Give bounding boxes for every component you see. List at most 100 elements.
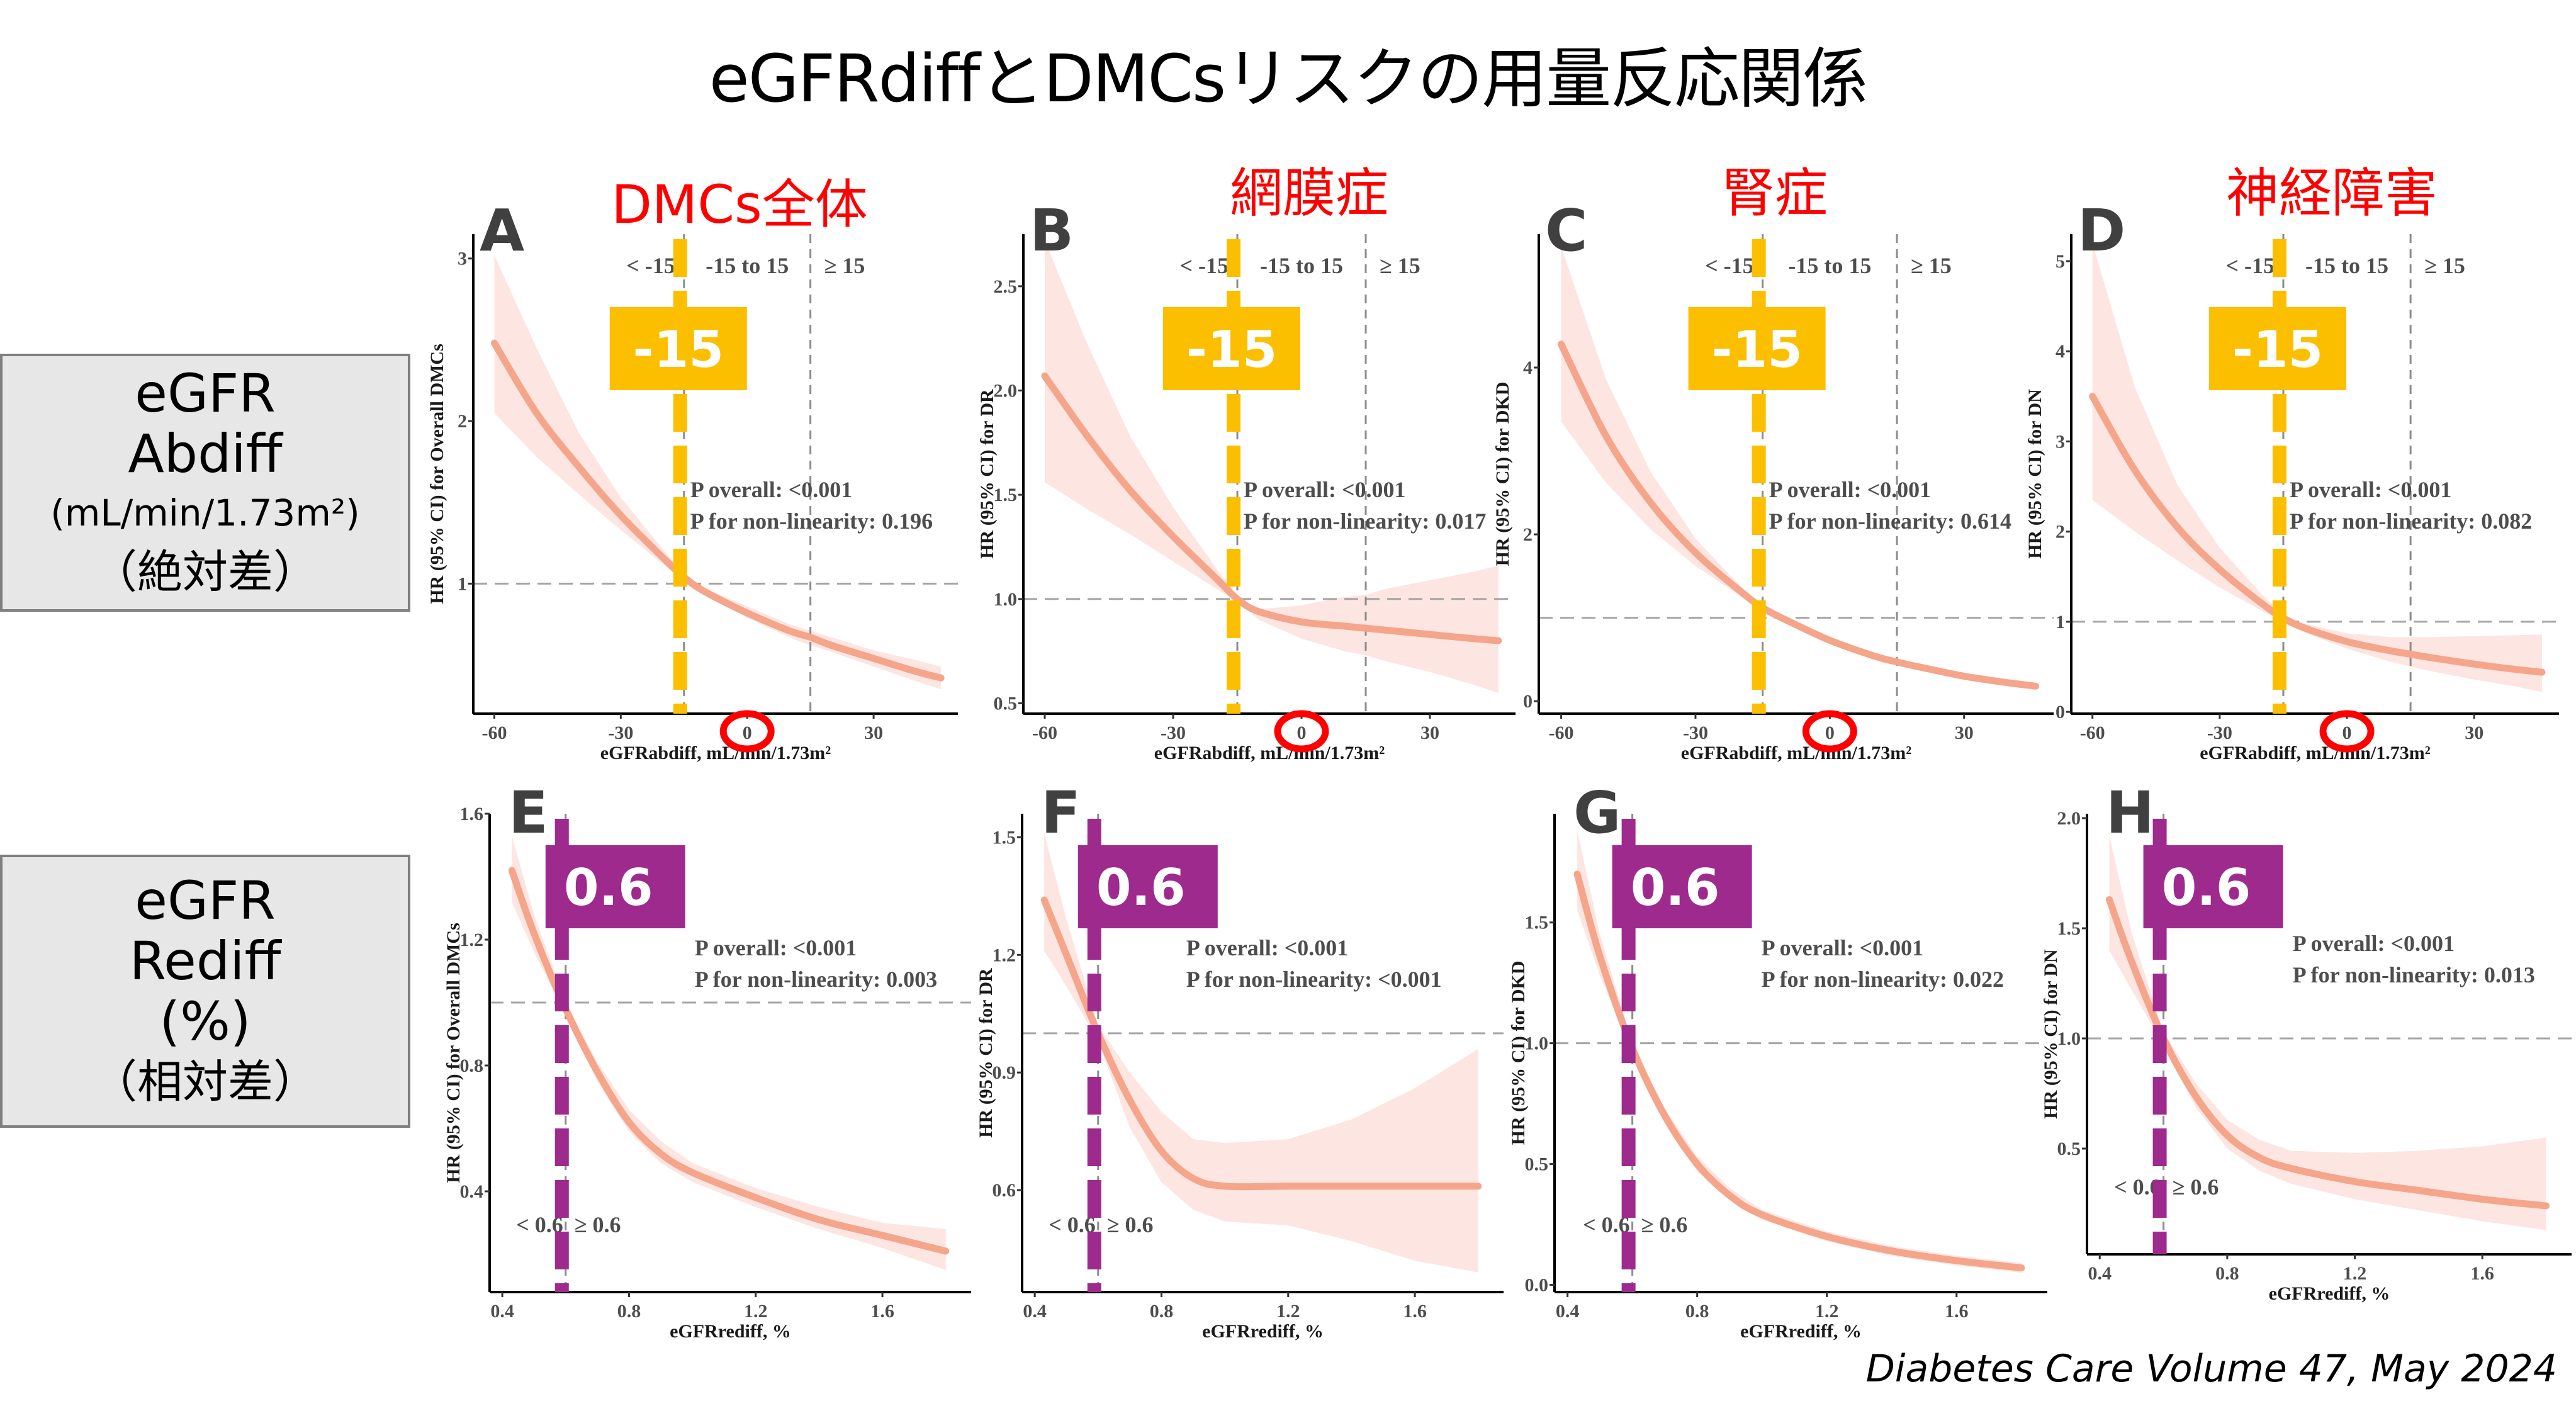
x-tick-label: 1.2 — [744, 1301, 768, 1322]
y-tick-label: 0.0 — [1525, 1274, 1549, 1295]
x-tick-label: 0.8 — [617, 1301, 641, 1322]
y-tick-label: 0.8 — [460, 1055, 484, 1076]
panel-letter: B — [1030, 197, 1074, 264]
y-tick-label: 1.0 — [1525, 1033, 1549, 1054]
y-tick-label: 1.5 — [994, 485, 1018, 505]
cutoff-badge — [1077, 845, 1218, 928]
cutoff-badge-label: 0.6 — [1096, 858, 1186, 917]
highlight-circle — [2319, 710, 2375, 753]
highlight-circle — [719, 710, 775, 753]
x-axis-label: eGFRrediff, % — [1740, 1321, 1862, 1342]
x-tick-label: 0.8 — [2215, 1263, 2239, 1284]
chart-panel-h: 0.4 0.8 1.2 1.6 0.5 1.0 1.5 2.0 eGFRrediff, % HR … — [2040, 779, 2572, 1304]
y-tick-label: 0 — [1523, 691, 1533, 712]
x-tick-label: 1.2 — [2343, 1263, 2367, 1284]
x-axis-label: eGFRabdiff, mL/min/1.73m² — [2200, 743, 2431, 763]
row-label-line3: (%) — [159, 991, 251, 1052]
y-tick-label: 3 — [458, 249, 467, 269]
ci-band — [1045, 240, 1499, 693]
x-tick-label: -60 — [2080, 722, 2105, 743]
chart-panel-e: 0.4 0.8 1.2 1.6 0.4 0.8 1.2 1.6 eGFRrediff, % HR … — [443, 779, 971, 1342]
x-tick-label: 0.4 — [490, 1301, 514, 1322]
cutoff-badge-label: 0.6 — [2162, 858, 2251, 917]
x-axis-label: eGFRrediff, % — [670, 1321, 791, 1342]
cutoff-badge — [1163, 307, 1300, 390]
highlight-circle — [1802, 710, 1857, 753]
chart-panel-a: -60 -30 0 30 1 2 3 eGFRabdiff, mL/min/1.73m² HR … — [427, 197, 958, 763]
row-label-line2: Abdiff — [128, 423, 283, 485]
row-label-line2: Rediff — [129, 930, 281, 992]
row-label-line3: (mL/min/1.73m²) — [50, 492, 360, 534]
y-tick-label: 2 — [1523, 524, 1533, 545]
y-tick-label: 0 — [2056, 702, 2065, 722]
x-tick-label: 0 — [1297, 722, 1307, 743]
x-tick-label: 0 — [2343, 722, 2352, 743]
ci-band — [1044, 833, 1478, 1273]
cutoff-badge-label: 0.6 — [1631, 858, 1720, 917]
y-tick-label: 1.6 — [460, 804, 484, 824]
p-nonlinearity-text: P for non-linearity: 0.082 — [2290, 509, 2532, 534]
x-tick-label: -60 — [1549, 722, 1574, 743]
y-axis-label: HR (95% CI) for DN — [2025, 389, 2045, 559]
cutoff-badge — [1688, 307, 1826, 390]
x-tick-label: 30 — [1420, 722, 1439, 743]
hr-curve — [2105, 896, 2550, 1210]
p-nonlinearity-text: P for non-linearity: 0.196 — [690, 509, 933, 534]
region-label: < -15 — [2225, 253, 2275, 278]
cutoff-badge-label: -15 — [1711, 320, 1803, 379]
region-label: ≥ 0.6 — [575, 1212, 621, 1237]
ci-band — [2109, 836, 2546, 1230]
ci-band — [2092, 243, 2542, 692]
p-nonlinearity-text: P for non-linearity: 0.022 — [1762, 967, 2004, 992]
region-label: ≥ 15 — [2424, 253, 2465, 278]
region-label: ≥ 15 — [1380, 253, 1420, 278]
p-overall-text: P overall: <0.001 — [1769, 477, 1931, 502]
row-label-relative-diff: eGFR Rediff (%) （相対差） — [0, 855, 410, 1128]
x-tick-label: 0 — [1825, 722, 1835, 743]
p-overall-text: P overall: <0.001 — [1762, 935, 1923, 960]
chart-panel-f: 0.4 0.8 1.2 1.6 0.6 0.9 1.2 1.5 eGFRrediff, % HR … — [976, 779, 1504, 1342]
region-label: -15 to 15 — [1260, 253, 1343, 278]
p-overall-text: P overall: <0.001 — [1244, 477, 1405, 502]
column-header-nephropathy: 腎症 — [1721, 162, 1828, 224]
hr-curve — [1558, 340, 2039, 690]
panel-letter: G — [1573, 779, 1621, 846]
hr-curve — [1041, 372, 1502, 644]
hr-curve — [1573, 870, 2025, 1272]
x-tick-label: 0.4 — [2088, 1263, 2112, 1284]
y-axis-label: HR (95% CI) for Overall DMCs — [427, 344, 447, 604]
hr-curve — [1040, 896, 1482, 1191]
x-tick-label: 0.8 — [1150, 1301, 1174, 1322]
row-label-line4: （絶対差） — [91, 546, 318, 599]
cutoff-badge-label: 0.6 — [564, 858, 653, 917]
y-tick-label: 0.9 — [993, 1062, 1016, 1083]
y-tick-label: 2.0 — [2057, 808, 2081, 829]
x-axis-label: eGFRabdiff, mL/min/1.73m² — [600, 743, 831, 763]
cutoff-badge — [609, 307, 747, 390]
region-label: < -15 — [626, 253, 675, 278]
region-label: -15 to 15 — [1788, 253, 1871, 278]
panel-letter: C — [1545, 197, 1588, 264]
chart-panel-d: -60 -30 0 30 0 1 2 3 4 5 eGFRabdiff, mL/min/1.73m²… — [2025, 197, 2559, 763]
y-tick-label: 0.6 — [993, 1180, 1016, 1201]
x-tick-label: -60 — [1032, 722, 1057, 743]
y-tick-label: 1.2 — [460, 930, 484, 950]
slide-title: eGFRdiffとDMCsリスクの用量反応関係 — [709, 40, 1868, 117]
region-label: -15 to 15 — [2305, 253, 2388, 278]
x-tick-label: 0.4 — [1023, 1301, 1047, 1322]
row-label-line4: （相対差） — [91, 1055, 318, 1108]
p-nonlinearity-text: P for non-linearity: 0.013 — [2293, 962, 2535, 987]
panel-letter: A — [480, 197, 524, 264]
cutoff-badge — [2208, 307, 2346, 390]
x-tick-label: 30 — [864, 722, 883, 743]
y-tick-label: 0.5 — [2057, 1138, 2081, 1159]
y-axis-label: HR (95% CI) for Overall DMCs — [443, 923, 464, 1183]
cutoff-badge-label: -15 — [633, 320, 724, 379]
x-tick-label: 1.2 — [1815, 1301, 1839, 1322]
column-header-dmcs-overall: DMCs全体 — [611, 174, 868, 235]
y-tick-label: 1.2 — [993, 945, 1016, 965]
x-axis-label: eGFRabdiff, mL/min/1.73m² — [1154, 743, 1385, 763]
y-axis-label: HR (95% CI) for DKD — [1508, 961, 1529, 1145]
citation: Diabetes Care Volume 47, May 2024 — [1865, 1347, 2557, 1391]
panel-letter: D — [2078, 197, 2125, 264]
